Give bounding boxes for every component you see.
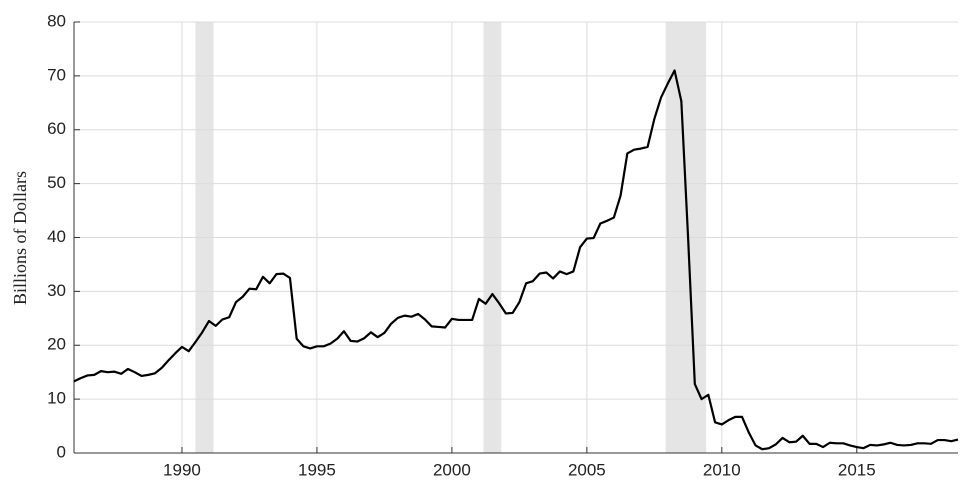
- x-tick-label: 2000: [433, 460, 471, 479]
- y-tick-label: 30: [47, 281, 66, 300]
- x-tick-label: 1995: [298, 460, 336, 479]
- y-tick-label: 40: [47, 227, 66, 246]
- y-tick-label: 50: [47, 173, 66, 192]
- x-tick-label: 2010: [703, 460, 741, 479]
- y-tick-label: 20: [47, 335, 66, 354]
- y-tick-label: 80: [47, 11, 66, 30]
- y-tick-label: 60: [47, 119, 66, 138]
- y-axis-label: Billions of Dollars: [10, 171, 30, 305]
- y-tick-label: 10: [47, 389, 66, 408]
- x-tick-label: 1990: [163, 460, 201, 479]
- y-tick-label: 70: [47, 65, 66, 84]
- y-tick-label: 0: [57, 442, 66, 461]
- x-tick-label: 2005: [568, 460, 606, 479]
- x-tick-label: 2015: [838, 460, 876, 479]
- data-line: [73, 69, 959, 451]
